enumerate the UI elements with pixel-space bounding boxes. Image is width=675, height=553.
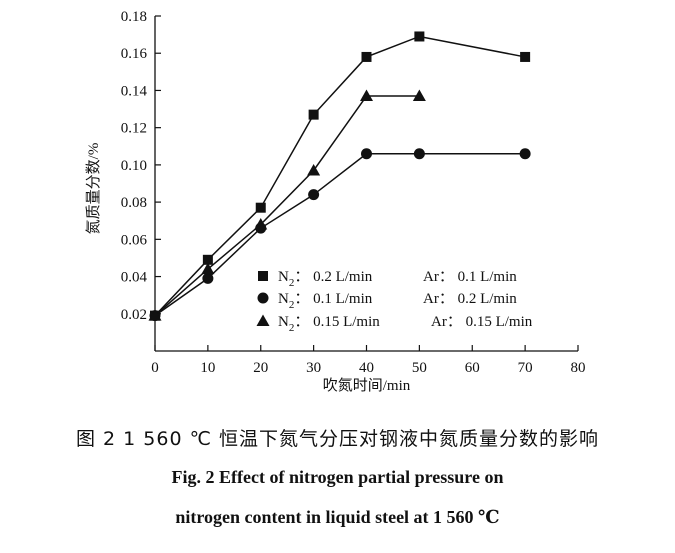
data-point-square <box>308 109 319 120</box>
figure-caption-chinese: 图 2 1 560 ℃ 恒温下氮气分压对钢液中氮质量分数的影响 <box>76 428 599 450</box>
x-tick-label: 30 <box>306 360 321 376</box>
y-tick-label: 0.12 <box>121 121 147 137</box>
data-point-circle <box>308 189 320 201</box>
y-tick-label: 0.16 <box>121 46 148 62</box>
data-point-triangle <box>307 163 321 176</box>
y-tick-label: 0.08 <box>121 195 147 211</box>
y-tick-label: 0.02 <box>121 307 147 323</box>
data-point-circle <box>519 148 531 160</box>
data-point-square <box>202 254 213 265</box>
data-point-square <box>361 51 372 62</box>
data-point-circle <box>361 148 372 160</box>
x-tick-label: 20 <box>253 360 268 376</box>
legend-marker-triangle <box>256 314 270 326</box>
x-tick-label: 0 <box>151 360 159 376</box>
legend-entry-ar-square: Ar： 0.1 L/min <box>423 269 517 285</box>
x-axis-title: 吹氮时间/min <box>323 377 411 394</box>
x-tick-label: 10 <box>200 360 215 376</box>
data-point-triangle <box>148 309 162 321</box>
legend-entry-square: N2： 0.2 L/min <box>278 269 373 289</box>
x-tick-label: 80 <box>571 360 586 376</box>
legend-entry-triangle: N2： 0.15 L/min <box>278 314 380 334</box>
y-tick-label: 0.04 <box>121 270 148 286</box>
data-point-triangle <box>360 89 373 102</box>
x-tick-label: 50 <box>412 360 427 376</box>
x-tick-label: 40 <box>359 360 374 376</box>
data-point-triangle <box>254 217 268 230</box>
legend-entry-ar-triangle: Ar： 0.15 L/min <box>431 314 533 330</box>
y-tick-label: 0.18 <box>121 9 147 25</box>
data-point-square <box>414 31 425 42</box>
y-tick-label: 0.06 <box>121 232 148 248</box>
y-tick-label: 0.14 <box>121 83 148 99</box>
figure-caption-english-line1: Fig. 2 Effect of nitrogen partial pressu… <box>171 467 504 487</box>
chart-svg: 0 10 20 30 40 50 60 70 80 0.02 0.04 0.06 0.08 0.10 0.1… <box>85 9 586 394</box>
data-point-triangle <box>201 262 215 275</box>
y-axis-title: 氮质量分数/% <box>85 143 102 235</box>
legend-marker-square <box>258 271 268 281</box>
legend-marker-circle <box>257 292 269 304</box>
data-point-square <box>520 51 531 62</box>
y-tick-label: 0.10 <box>121 158 147 174</box>
data-point-triangle <box>412 89 426 102</box>
legend-entry-circle: N2： 0.1 L/min <box>278 291 373 311</box>
data-point-square <box>255 202 266 213</box>
series-line-triangle <box>154 95 420 317</box>
plot-area: 0 10 20 30 40 50 60 70 80 0.02 0.04 0.06 0.08 0.10 0.1… <box>85 9 586 394</box>
x-tick-label: 70 <box>518 360 533 376</box>
legend-entry-ar-circle: Ar： 0.2 L/min <box>423 291 517 307</box>
x-tick-label: 60 <box>465 360 480 376</box>
data-point-circle <box>202 272 214 284</box>
data-point-circle <box>413 148 425 160</box>
figure-caption-english-line2: nitrogen content in liquid steel at 1 56… <box>175 507 500 527</box>
